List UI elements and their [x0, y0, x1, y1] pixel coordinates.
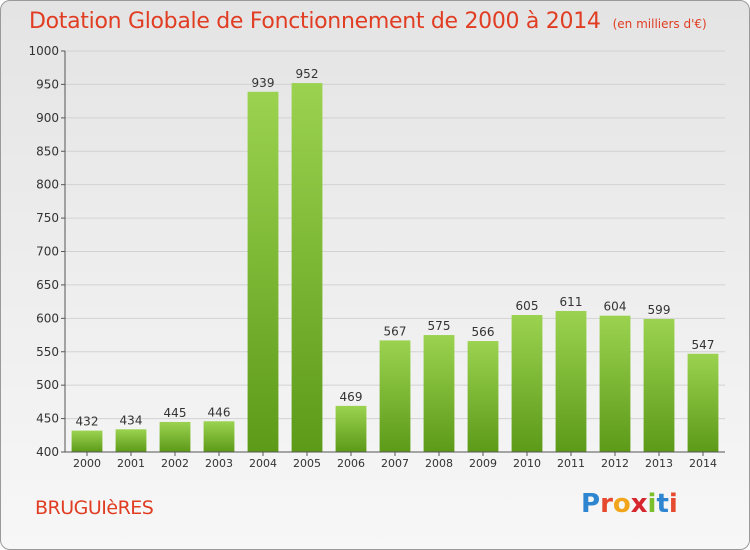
chart-title-text: Dotation Globale de Fonctionnement de 20… [29, 9, 601, 34]
y-tick-label: 700 [36, 245, 59, 259]
town-name: BRUGUIèRES [35, 497, 154, 519]
bar [423, 335, 455, 452]
x-tick-label: 2010 [513, 457, 541, 470]
chart-title: Dotation Globale de Fonctionnement de 20… [29, 9, 707, 34]
x-tick-label: 2001 [117, 457, 145, 470]
logo-letter: i [647, 489, 657, 519]
bar [203, 421, 235, 452]
bar [291, 83, 323, 452]
x-axis: 2000 2001 2002 2003 2004 2005 2006 2007 2008 2009… [65, 451, 725, 470]
bar-value-label: 445 [164, 406, 187, 420]
y-tick-label: 600 [36, 311, 59, 325]
y-tick-label: 400 [36, 445, 59, 459]
x-tick-label: 2005 [293, 457, 321, 470]
y-tick-label: 950 [36, 77, 59, 91]
bar [247, 91, 279, 452]
logo-letter: o [612, 489, 631, 519]
y-tick-label: 500 [36, 378, 59, 392]
bar [555, 310, 587, 452]
x-tick-label: 2006 [337, 457, 365, 470]
bar-value-label: 604 [604, 300, 627, 314]
bar [467, 341, 499, 452]
x-tick-label: 2012 [601, 457, 629, 470]
bar-value-label: 434 [120, 413, 143, 427]
y-tick-label: 650 [36, 278, 59, 292]
y-tick-label: 900 [36, 111, 59, 125]
y-axis: 400 450 500 550 600 650 700 750 800 850 900 950 1000 [28, 44, 66, 459]
bar-value-label: 567 [384, 324, 407, 338]
bar-value-label: 547 [692, 338, 715, 352]
logo-letter: t [656, 489, 669, 519]
x-tick-label: 2007 [381, 457, 409, 470]
bar-value-label: 446 [208, 405, 231, 419]
y-tick-label: 550 [36, 345, 59, 359]
proxiti-logo[interactable]: Proxiti [581, 489, 678, 519]
logo-letter: P [581, 489, 601, 519]
x-tick-label: 2008 [425, 457, 453, 470]
bar-value-label: 952 [296, 67, 319, 81]
y-tick-label: 800 [36, 178, 59, 192]
bars: 432 434 445 446 939 952 469 567 575 566 605 611 604 5… [71, 67, 719, 452]
bar [335, 405, 367, 452]
bar [159, 421, 191, 452]
x-tick-label: 2013 [645, 457, 673, 470]
bar-value-label: 575 [428, 319, 451, 333]
logo-letter: x [630, 489, 648, 519]
bar-value-label: 939 [252, 76, 275, 90]
y-tick-label: 450 [36, 412, 59, 426]
logo-letter: i [668, 489, 678, 519]
bar-value-label: 432 [76, 415, 99, 429]
bar [379, 340, 411, 452]
bar [511, 314, 543, 452]
bar [115, 429, 147, 452]
bar [599, 315, 631, 452]
x-tick-label: 2004 [249, 457, 277, 470]
x-tick-label: 2011 [557, 457, 585, 470]
bar-value-label: 566 [472, 325, 495, 339]
y-tick-label: 750 [36, 211, 59, 225]
x-tick-label: 2000 [73, 457, 101, 470]
x-tick-label: 2002 [161, 457, 189, 470]
bar [71, 430, 103, 452]
x-tick-label: 2003 [205, 457, 233, 470]
bar [687, 353, 719, 452]
bar-value-label: 605 [516, 299, 539, 313]
bar-value-label: 611 [560, 295, 583, 309]
x-tick-label: 2014 [689, 457, 717, 470]
bar [643, 319, 675, 452]
y-tick-label: 850 [36, 144, 59, 158]
chart-subtitle: (en milliers d'€) [612, 17, 707, 31]
logo-letter: r [600, 489, 613, 519]
y-tick-label: 1000 [28, 44, 59, 58]
bar-value-label: 599 [648, 303, 671, 317]
bar-value-label: 469 [340, 390, 363, 404]
x-tick-label: 2009 [469, 457, 497, 470]
